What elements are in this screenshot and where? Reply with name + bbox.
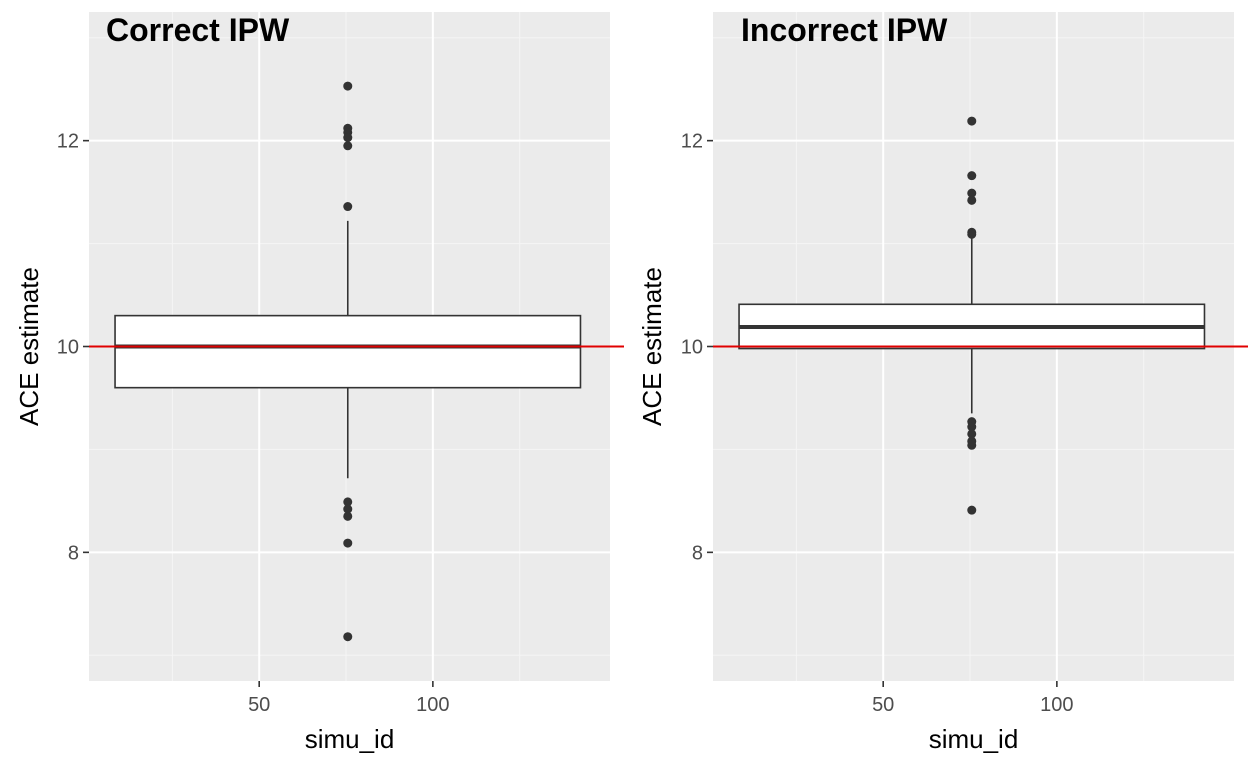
y-axis-title: ACE estimate [637, 267, 667, 426]
iqr-box [114, 314, 582, 389]
axis-ticks [83, 139, 434, 687]
outlier-point [343, 133, 353, 143]
panel-title: Incorrect IPW [741, 12, 948, 48]
y-tick-label: 10 [681, 337, 703, 359]
x-tick-label: 50 [248, 694, 270, 716]
axis-ticks [707, 139, 1058, 687]
x-tick-label: 100 [1040, 694, 1073, 716]
panel-incorrect-ipw: 8 10 12 50 100 Incorrect IPW simu_id ACE est… [637, 12, 1248, 754]
outlier-point [967, 195, 977, 205]
y-tick-label: 8 [68, 542, 79, 564]
outlier-point [343, 511, 353, 521]
outlier-point [343, 632, 353, 642]
y-tick-label: 12 [681, 131, 703, 153]
x-tick-label: 50 [872, 694, 894, 716]
y-tick-label: 8 [692, 542, 703, 564]
box-and-outliers [738, 116, 1206, 515]
outlier-point [967, 440, 977, 450]
outlier-point [967, 188, 977, 198]
x-axis-title: simu_id [929, 724, 1019, 754]
tick-labels: 8 10 12 50 100 [681, 131, 1074, 716]
tick-labels: 8 10 12 50 100 [57, 131, 450, 716]
outlier-point [967, 171, 977, 181]
outlier-point [967, 505, 977, 515]
outlier-point [343, 538, 353, 548]
y-tick-label: 10 [57, 337, 79, 359]
y-axis-title: ACE estimate [14, 267, 44, 426]
outlier-point [343, 81, 353, 91]
outlier-point [967, 429, 977, 439]
x-tick-label: 100 [416, 694, 449, 716]
panel-correct-ipw: 8 10 12 50 100 Correct IPW simu_id ACE estim… [14, 12, 624, 754]
outlier-point [343, 497, 353, 507]
outlier-point [967, 422, 977, 432]
panel-title: Correct IPW [106, 12, 290, 48]
outlier-point [343, 202, 353, 212]
outlier-point [343, 141, 353, 151]
outlier-point [967, 229, 977, 239]
y-tick-label: 12 [57, 131, 79, 153]
x-axis-title: simu_id [305, 724, 395, 754]
outlier-point [343, 504, 353, 514]
outlier-point [967, 116, 977, 126]
